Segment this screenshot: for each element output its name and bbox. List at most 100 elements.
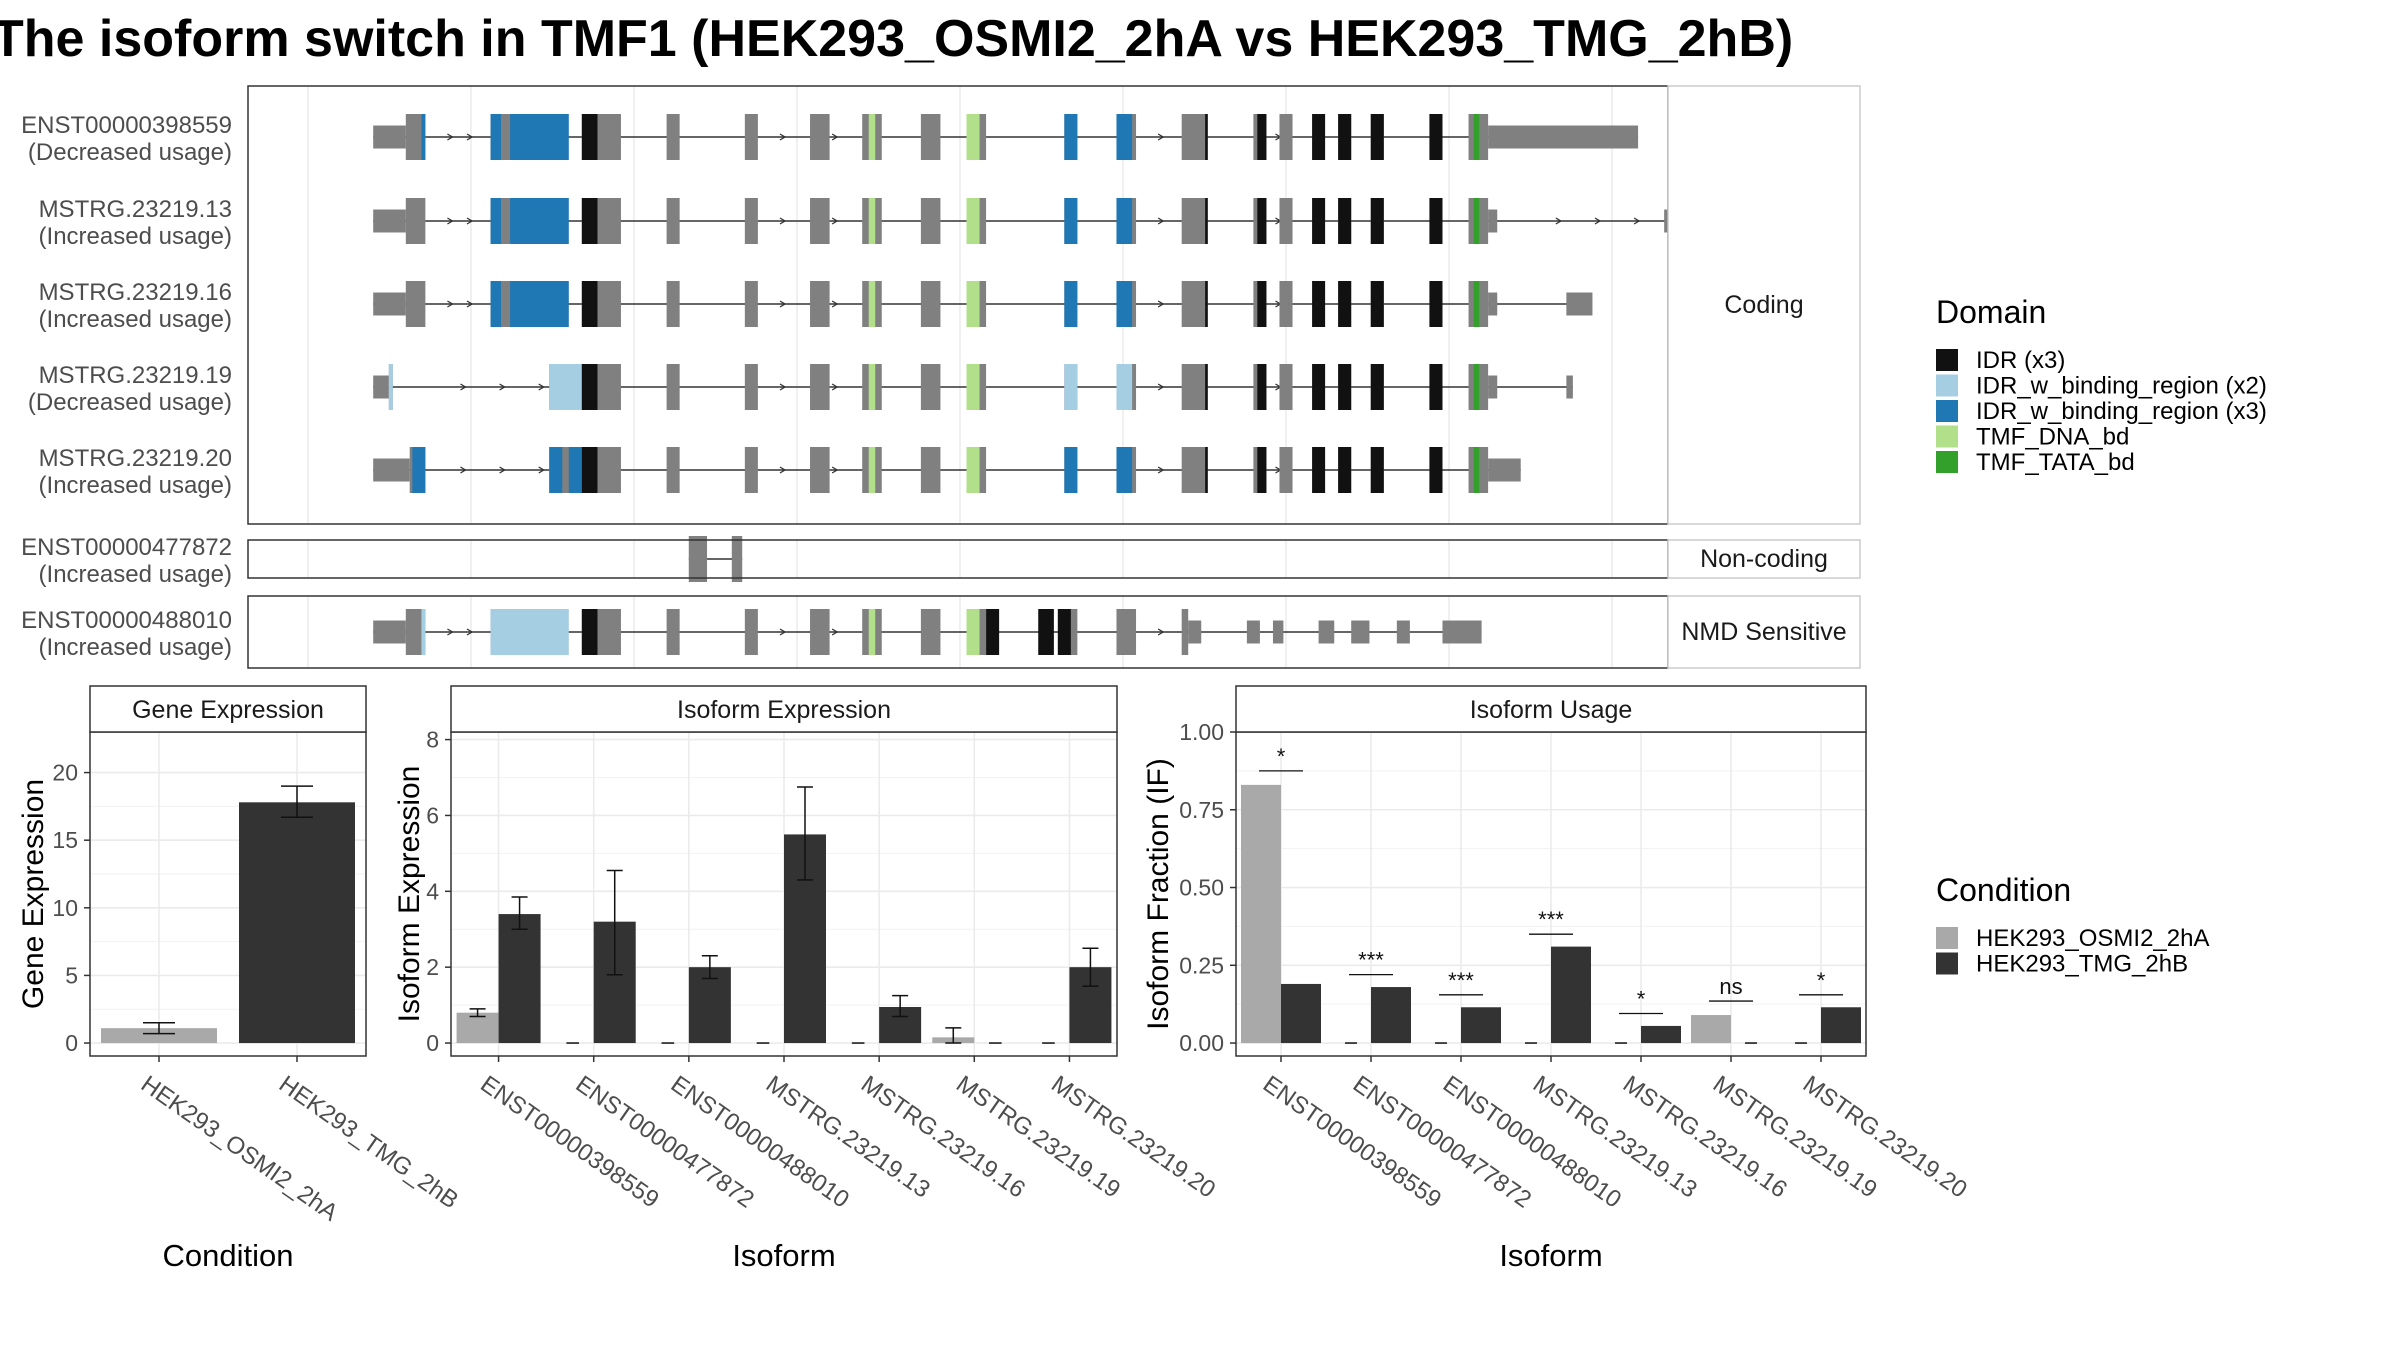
domain-block <box>388 364 393 410</box>
domain-block <box>510 198 569 244</box>
domain-block <box>500 609 569 655</box>
chart-title: Gene Expression <box>132 696 324 724</box>
exon-block <box>666 198 680 244</box>
exon-block <box>1566 375 1573 399</box>
legend-label: TMF_DNA_bd <box>1976 424 2129 451</box>
bar <box>1281 983 1321 1044</box>
exon-block <box>1181 364 1208 410</box>
exon-block <box>1488 458 1521 482</box>
domain-block <box>581 447 598 493</box>
intron-arrow <box>1157 133 1165 141</box>
domain-block <box>568 447 582 493</box>
exon-block <box>920 114 941 160</box>
domain-block <box>1064 447 1078 493</box>
bar <box>239 802 355 1044</box>
x-tick-label: ENST00000477872 <box>571 1071 759 1214</box>
y-axis-label: Isoform Fraction (IF) <box>1142 758 1175 1030</box>
x-axis-label: Isoform <box>732 1238 835 1273</box>
exon-block <box>810 447 830 493</box>
intron-arrow <box>447 217 454 225</box>
transcript-id-label: MSTRG.23219.13 <box>39 196 232 223</box>
x-tick-label: MSTRG.23219.19 <box>951 1071 1125 1204</box>
intron-arrow <box>447 300 454 308</box>
intron-arrow <box>1157 300 1165 308</box>
significance-label: * <box>1277 744 1286 769</box>
exon-block <box>1279 364 1293 410</box>
transcript-usage-label: (Increased usage) <box>39 634 232 661</box>
domain-block <box>1116 114 1133 160</box>
domain-block <box>1257 114 1267 160</box>
significance-label: *** <box>1538 907 1564 932</box>
legend-key <box>1936 425 1958 448</box>
chart-title: Isoform Expression <box>677 696 891 724</box>
legend-label: TMF_TATA_bd <box>1976 449 2135 476</box>
exon-block <box>920 198 941 244</box>
intron-arrow <box>779 133 787 141</box>
transcript-usage-label: (Decreased usage) <box>28 389 232 416</box>
intron-arrow <box>1157 628 1165 636</box>
exon-block <box>688 536 708 582</box>
domain-block <box>1338 114 1352 160</box>
domain-block <box>421 609 426 655</box>
exon-block <box>810 609 830 655</box>
intron-arrow <box>499 383 506 391</box>
x-tick-label: MSTRG.23219.20 <box>1798 1071 1972 1204</box>
structure-strip <box>1667 85 1861 525</box>
exon-block <box>373 292 406 316</box>
intron-arrow <box>1555 217 1563 225</box>
domain-block <box>1205 447 1208 493</box>
bar <box>1241 784 1281 1044</box>
exon-block <box>920 281 941 327</box>
domain-block <box>966 198 980 244</box>
bar <box>456 1012 499 1044</box>
domain-block <box>510 281 569 327</box>
bar <box>498 914 541 1044</box>
y-tick-label: 0.25 <box>1179 952 1224 978</box>
domain-block <box>1370 114 1384 160</box>
domain-block <box>490 198 501 244</box>
domain-block <box>412 447 426 493</box>
structure-strip <box>1667 595 1861 669</box>
y-tick-label: 0.00 <box>1179 1030 1224 1056</box>
y-tick-label: 5 <box>65 962 78 988</box>
exon-block <box>405 198 426 244</box>
domain-block <box>1370 447 1384 493</box>
exon-block <box>1279 447 1293 493</box>
domain-block <box>490 609 501 655</box>
legend-title: Domain <box>1936 294 2046 330</box>
exon-block <box>810 198 830 244</box>
transcript-usage-label: (Increased usage) <box>39 306 232 333</box>
bar <box>101 1028 217 1044</box>
exon-block <box>666 447 680 493</box>
domain-block <box>1312 281 1326 327</box>
domain-block <box>868 198 876 244</box>
legend-label: IDR_w_binding_region (x2) <box>1976 373 2267 400</box>
x-tick-label: MSTRG.23219.16 <box>1618 1071 1792 1204</box>
x-axis-label: Isoform <box>1499 1238 1602 1273</box>
transcript-id-label: ENST00000398559 <box>21 112 232 139</box>
exon-block <box>744 609 758 655</box>
chart-title-strip <box>450 685 1118 733</box>
exon-block <box>373 375 389 399</box>
exon-block <box>744 447 758 493</box>
domain-block <box>868 114 876 160</box>
intron-arrow <box>1594 217 1602 225</box>
y-tick-label: 0.50 <box>1179 875 1224 901</box>
domain-block <box>1473 364 1479 410</box>
exon-block <box>810 114 830 160</box>
exon-block <box>666 114 680 160</box>
domain-block <box>1312 364 1326 410</box>
exon-block <box>373 209 406 233</box>
exon-block <box>1351 620 1370 644</box>
exon-block <box>1566 292 1593 316</box>
x-tick-label: MSTRG.23219.16 <box>856 1071 1030 1204</box>
intron-arrow <box>1157 383 1165 391</box>
domain-block <box>1429 198 1443 244</box>
legend-key <box>1936 349 1958 371</box>
exon-block <box>744 364 758 410</box>
domain-block <box>1473 198 1479 244</box>
domain-block <box>1429 281 1443 327</box>
exon-block <box>920 447 941 493</box>
